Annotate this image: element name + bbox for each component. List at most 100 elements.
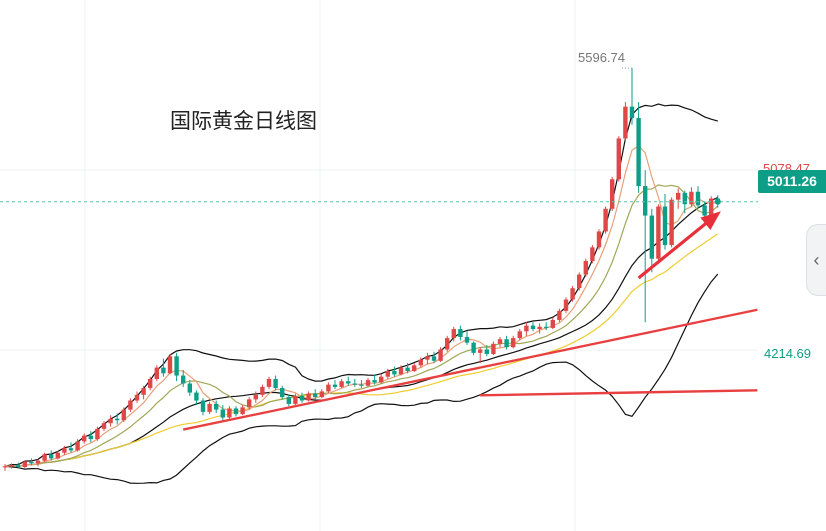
candle-body bbox=[577, 274, 582, 289]
candle-body bbox=[544, 326, 549, 328]
candle-body bbox=[438, 349, 443, 361]
candle-body bbox=[530, 325, 536, 330]
candle-body bbox=[656, 206, 661, 259]
candle-body bbox=[352, 383, 357, 385]
candle-body bbox=[200, 400, 206, 412]
candle-body bbox=[557, 310, 562, 320]
candle-body bbox=[464, 336, 470, 343]
candle-body bbox=[128, 400, 133, 410]
low-price-label: 4214.69 bbox=[764, 346, 811, 361]
current-price-dot bbox=[714, 198, 721, 205]
bollinger-middle-line bbox=[4, 197, 719, 467]
candle-body bbox=[365, 380, 371, 386]
candle-body bbox=[75, 441, 80, 451]
candle-body bbox=[649, 215, 654, 259]
candle-body bbox=[35, 460, 41, 464]
candle-body bbox=[524, 325, 529, 332]
candle-body bbox=[260, 386, 265, 395]
trendline bbox=[480, 389, 758, 397]
candle-body bbox=[359, 384, 364, 386]
candle-body bbox=[167, 356, 173, 374]
candle-body bbox=[478, 349, 483, 353]
candle-body bbox=[662, 206, 668, 246]
candle-body bbox=[471, 342, 476, 353]
candle-body bbox=[115, 418, 120, 421]
candle-body bbox=[491, 343, 496, 354]
candle-body bbox=[134, 394, 140, 401]
candle-body bbox=[372, 380, 377, 383]
candle-body bbox=[49, 454, 54, 459]
candle-body bbox=[207, 403, 212, 412]
candle-body bbox=[511, 338, 516, 348]
candle-body bbox=[445, 338, 450, 350]
high-price-label: 5596.74 bbox=[578, 50, 625, 65]
candle-body bbox=[233, 408, 239, 415]
chart-annotations bbox=[0, 67, 758, 431]
bollinger-upper-line bbox=[4, 103, 718, 467]
candle-body bbox=[332, 384, 338, 387]
candlestick-series bbox=[2, 68, 720, 471]
candle-body bbox=[22, 461, 27, 468]
candle-body bbox=[451, 329, 456, 339]
chart-grid bbox=[0, 0, 758, 531]
candle-body bbox=[227, 408, 232, 418]
candle-body bbox=[497, 339, 503, 344]
candle-body bbox=[101, 423, 107, 429]
candle-body bbox=[108, 418, 113, 424]
side-panel-toggle[interactable]: ‹ bbox=[806, 224, 826, 296]
candle-body bbox=[319, 391, 324, 398]
candle-body bbox=[62, 448, 67, 453]
candle-body bbox=[306, 393, 311, 401]
candle-body bbox=[326, 384, 331, 392]
candle-body bbox=[603, 208, 608, 232]
candle-body bbox=[504, 339, 509, 348]
candle-body bbox=[247, 399, 252, 408]
candle-body bbox=[293, 395, 298, 404]
candle-body bbox=[590, 247, 595, 261]
candle-body bbox=[418, 359, 423, 366]
ma-mid-line bbox=[4, 184, 719, 467]
candle-body bbox=[121, 409, 126, 421]
candle-body bbox=[2, 466, 8, 468]
candle-body bbox=[695, 191, 701, 206]
candle-body bbox=[29, 461, 34, 464]
candle-body bbox=[596, 231, 602, 248]
candle-body bbox=[563, 299, 569, 311]
candle-body bbox=[68, 448, 74, 451]
candle-body bbox=[82, 435, 87, 442]
candle-body bbox=[346, 381, 351, 384]
candle-body bbox=[174, 356, 179, 376]
ma-slow-line bbox=[4, 233, 719, 467]
candle-body bbox=[273, 378, 278, 389]
candle-body bbox=[583, 260, 588, 275]
candle-body bbox=[9, 465, 14, 467]
bollinger-lower-line bbox=[4, 273, 719, 484]
candle-body bbox=[643, 186, 648, 216]
candle-body bbox=[517, 331, 522, 339]
candle-body bbox=[629, 106, 635, 118]
chevron-left-icon: ‹ bbox=[813, 249, 820, 270]
candle-body bbox=[610, 179, 615, 209]
candle-body bbox=[702, 205, 707, 216]
indicator-lines bbox=[4, 103, 719, 484]
candle-body bbox=[550, 319, 555, 328]
candle-body bbox=[379, 376, 384, 383]
candle-body bbox=[194, 392, 199, 401]
trendline bbox=[182, 308, 758, 431]
candle-body bbox=[676, 192, 681, 200]
candle-body bbox=[214, 403, 219, 410]
candle-body bbox=[95, 428, 100, 440]
candle-body bbox=[412, 365, 417, 372]
candle-body bbox=[42, 454, 47, 461]
candle-body bbox=[220, 409, 225, 418]
candle-body bbox=[669, 199, 674, 246]
arrow-head bbox=[700, 211, 721, 231]
candle-body bbox=[425, 356, 430, 360]
candle-body bbox=[570, 288, 575, 300]
candle-body bbox=[484, 349, 489, 354]
candle-body bbox=[299, 395, 305, 401]
candle-body bbox=[405, 367, 410, 372]
candle-body bbox=[280, 388, 285, 398]
candle-body bbox=[148, 378, 153, 389]
